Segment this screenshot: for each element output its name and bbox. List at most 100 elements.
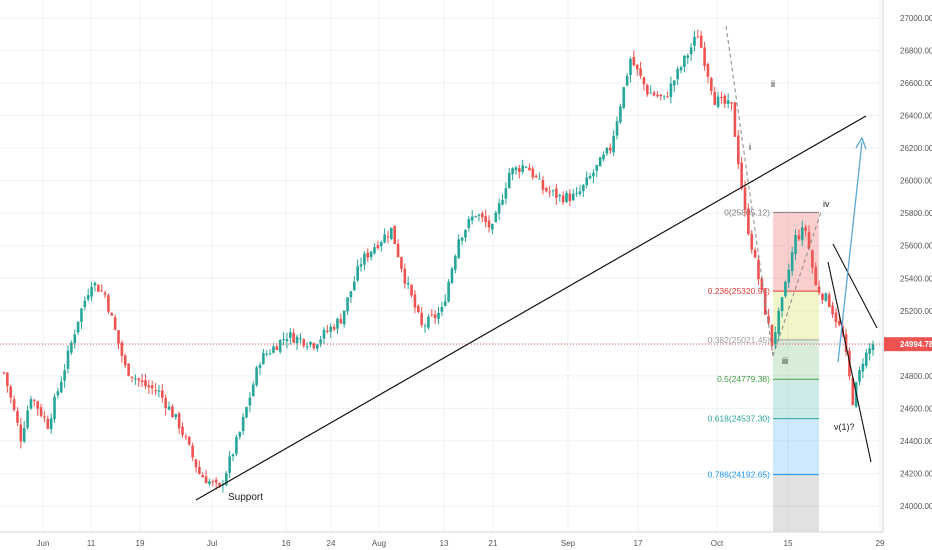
candle-body xyxy=(642,77,646,85)
candle-body xyxy=(356,266,359,281)
candle-body xyxy=(659,94,663,97)
time-tick-label: 15 xyxy=(784,539,793,548)
candle-body xyxy=(427,316,430,328)
price-tick-label: 26600.00 xyxy=(900,79,932,88)
candle-body xyxy=(518,168,521,172)
candle-body xyxy=(309,341,312,345)
wave-projection-line xyxy=(772,211,822,357)
candle-body xyxy=(480,213,484,218)
candle-body xyxy=(710,77,713,92)
wave-label: iv xyxy=(823,199,830,209)
fib-zone-band xyxy=(773,291,819,340)
candle-body xyxy=(851,377,855,406)
candle-body xyxy=(635,64,639,70)
candle-body xyxy=(861,363,865,372)
candle-body xyxy=(19,424,23,442)
candle-body xyxy=(703,47,706,66)
candle-body xyxy=(844,334,848,352)
fib-level-label: 0.382(25021.45) xyxy=(708,335,771,345)
candle-body xyxy=(342,310,346,325)
candle-body xyxy=(12,399,16,410)
candle-body xyxy=(400,257,403,269)
candle-body xyxy=(602,154,605,160)
candle-body xyxy=(433,314,437,318)
candle-body xyxy=(669,83,673,97)
candle-body xyxy=(29,399,33,409)
candle-body xyxy=(437,312,440,319)
candle-body xyxy=(187,436,191,445)
price-tick-label: 26200.00 xyxy=(900,144,932,153)
candle-body xyxy=(548,191,551,193)
candle-body xyxy=(534,175,538,178)
candle-body xyxy=(443,301,447,306)
channel-lower-line xyxy=(827,261,872,463)
candle-body xyxy=(93,282,97,286)
candle-body xyxy=(598,157,602,167)
candle-body xyxy=(59,381,63,393)
candle-body xyxy=(774,332,777,345)
candle-body xyxy=(743,187,747,210)
candle-body xyxy=(154,390,157,392)
candle-body xyxy=(541,180,545,190)
time-tick-label: Jun xyxy=(37,539,50,548)
candle-body xyxy=(9,386,13,398)
candle-body xyxy=(487,220,491,228)
candle-body xyxy=(235,437,238,454)
candle-body xyxy=(167,406,171,410)
candle-body xyxy=(171,406,174,418)
candle-body xyxy=(450,268,454,283)
candle-body xyxy=(817,286,821,294)
price-tick-label: 24800.00 xyxy=(900,372,932,381)
time-tick-label: Jul xyxy=(207,539,217,548)
candle-body xyxy=(454,256,457,270)
chart-grid xyxy=(0,0,883,532)
candle-body xyxy=(214,479,218,483)
candle-body xyxy=(467,219,471,228)
candle-body xyxy=(858,370,861,382)
candle-body xyxy=(248,397,252,406)
candle-body xyxy=(305,346,309,348)
time-tick-label: 19 xyxy=(136,539,145,548)
candle-body xyxy=(107,295,110,312)
candle-body xyxy=(86,295,90,300)
candle-body xyxy=(585,177,589,186)
candle-body xyxy=(811,250,814,268)
candle-body xyxy=(706,64,710,77)
candle-body xyxy=(383,234,386,243)
candle-body xyxy=(33,399,36,401)
candle-body xyxy=(292,333,295,343)
candle-body xyxy=(194,459,198,468)
candle-body xyxy=(295,336,299,344)
price-tick-label: 26400.00 xyxy=(900,112,932,121)
candle-body xyxy=(238,432,242,437)
fib-zone-band xyxy=(773,379,819,419)
candle-body xyxy=(713,91,716,105)
candle-body xyxy=(619,106,622,123)
candle-body xyxy=(457,239,461,258)
candle-body xyxy=(251,384,255,397)
last-price-tag xyxy=(884,337,932,352)
candle-body xyxy=(329,326,333,332)
candle-body xyxy=(346,297,349,312)
price-tick-label: 24600.00 xyxy=(900,404,932,413)
candle-body xyxy=(491,224,494,230)
candle-body xyxy=(140,380,144,383)
candle-body xyxy=(218,482,221,487)
fib-zone-band xyxy=(773,339,819,380)
candle-body xyxy=(117,330,120,344)
candle-body xyxy=(736,135,740,165)
candle-body xyxy=(625,76,629,86)
fib-zone-band xyxy=(773,418,819,475)
candle-body xyxy=(800,227,804,241)
candle-body xyxy=(757,259,760,280)
time-tick-label: Oct xyxy=(711,539,724,548)
candle-body xyxy=(524,166,528,168)
candle-body xyxy=(696,36,700,38)
candle-body xyxy=(720,97,723,99)
candle-body xyxy=(208,481,211,485)
candle-body xyxy=(49,418,53,430)
candle-body xyxy=(420,312,423,326)
candle-body xyxy=(831,305,834,315)
candle-body xyxy=(662,95,666,97)
